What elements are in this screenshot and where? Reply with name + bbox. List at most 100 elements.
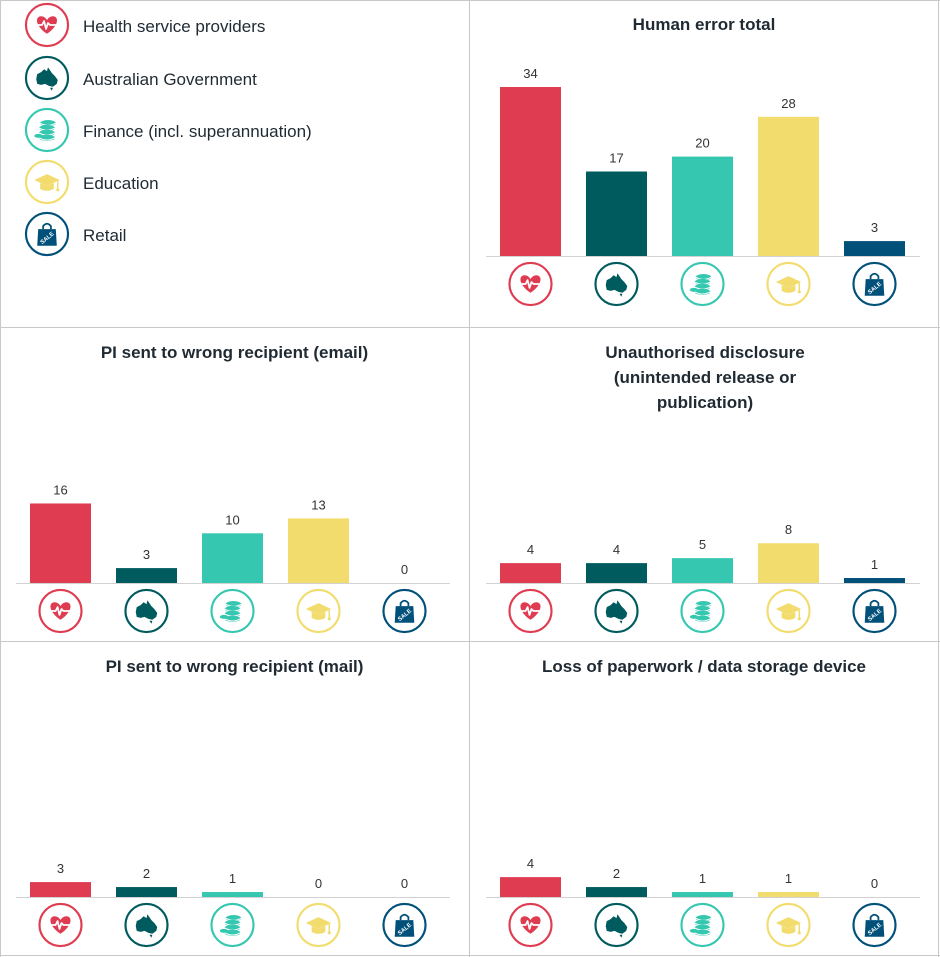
bar-coins xyxy=(672,892,733,897)
bar-heart xyxy=(500,877,561,897)
chart-title: Loss of paperwork / data storage device xyxy=(541,657,867,676)
data-label: 1 xyxy=(229,871,236,886)
bar-australia-map xyxy=(586,171,647,256)
data-label: 13 xyxy=(311,497,325,512)
australia-map-icon xyxy=(594,588,639,634)
bar-graduation-cap xyxy=(288,518,349,583)
data-label: 34 xyxy=(523,66,537,81)
data-label: 10 xyxy=(225,512,239,527)
data-label: 8 xyxy=(785,522,792,537)
sale-bag-icon: SALE xyxy=(852,902,897,948)
australia-map-icon xyxy=(594,902,639,948)
data-label: 17 xyxy=(609,151,623,166)
data-label: 3 xyxy=(57,861,64,876)
legend-label: Retail xyxy=(83,226,127,245)
data-label: 0 xyxy=(401,876,408,891)
row-divider-2 xyxy=(0,641,940,642)
data-label: 4 xyxy=(527,542,534,557)
graduation-cap-icon xyxy=(24,159,70,210)
chart-title: Human error total xyxy=(632,15,776,34)
coins-icon xyxy=(680,588,725,634)
outer-border-left xyxy=(0,0,1,957)
data-label: 28 xyxy=(781,96,795,111)
bar-coins xyxy=(202,892,263,897)
legend-item-government: Australian Government xyxy=(24,55,257,102)
chart-wrong-recipient-email: PI sent to wrong recipient (email) 16 3 10… xyxy=(0,0,469,957)
data-label: 2 xyxy=(143,866,150,881)
australia-map-icon xyxy=(124,588,169,634)
data-label: 20 xyxy=(695,136,709,151)
chart-human-error-total: Human error total 34 17 20 28 3 SALE xyxy=(470,0,938,327)
bar-coins xyxy=(202,533,263,583)
bar-heart xyxy=(30,882,91,897)
chart-title: PI sent to wrong recipient (mail) xyxy=(105,657,364,676)
bar-coins xyxy=(672,156,733,256)
data-label: 3 xyxy=(143,547,150,562)
coins-icon xyxy=(210,902,255,948)
data-label: 1 xyxy=(699,871,706,886)
chart-title: PI sent to wrong recipient (email) xyxy=(100,343,369,362)
data-label: 16 xyxy=(53,482,67,497)
legend-item-retail: SALE Retail xyxy=(24,211,127,258)
graduation-cap-icon xyxy=(766,588,811,634)
legend-item-health: Health service providers xyxy=(24,2,266,49)
bar-australia-map xyxy=(586,887,647,897)
bar-sale-bag xyxy=(844,578,905,583)
data-label: 0 xyxy=(315,876,322,891)
coins-icon xyxy=(24,107,70,158)
outer-border-right xyxy=(938,0,939,957)
coins-icon xyxy=(680,902,725,948)
data-label: 1 xyxy=(785,871,792,886)
data-label: 4 xyxy=(527,856,534,871)
legend-item-finance: Finance (incl. superannuation) xyxy=(24,107,312,154)
outer-border-top xyxy=(0,0,940,1)
bar-graduation-cap xyxy=(758,892,819,897)
graduation-cap-icon xyxy=(766,261,811,307)
column-divider xyxy=(469,0,470,957)
sale-bag-icon: SALE xyxy=(382,902,427,948)
data-label: 1 xyxy=(871,557,878,572)
data-label: 2 xyxy=(613,866,620,881)
bar-heart xyxy=(500,87,561,256)
graduation-cap-icon xyxy=(296,588,341,634)
bar-australia-map xyxy=(116,887,177,897)
sale-bag-icon: SALE xyxy=(852,588,897,634)
bar-heart xyxy=(30,503,91,583)
chart-unauthorised-disclosure: Unauthorised disclosure (unintended rele… xyxy=(470,0,938,957)
heart-icon xyxy=(508,902,553,948)
data-label: 0 xyxy=(401,562,408,577)
heart-icon xyxy=(508,588,553,634)
row-divider-1 xyxy=(0,327,940,328)
data-label: 4 xyxy=(613,542,620,557)
sale-bag-icon: SALE xyxy=(852,261,897,307)
bar-graduation-cap xyxy=(758,543,819,583)
coins-icon xyxy=(210,588,255,634)
chart-loss-of-paperwork: Loss of paperwork / data storage device … xyxy=(470,0,938,957)
chart-title: Unauthorised disclosure (unintended rele… xyxy=(605,343,805,412)
legend-label: Finance (incl. superannuation) xyxy=(83,122,312,141)
graduation-cap-icon xyxy=(766,902,811,948)
sale-bag-icon: SALE xyxy=(24,211,70,262)
heart-icon xyxy=(24,2,70,53)
heart-icon xyxy=(38,902,83,948)
legend-item-education: Education xyxy=(24,159,159,206)
data-label: 0 xyxy=(871,876,878,891)
legend-label: Australian Government xyxy=(83,70,257,89)
bar-australia-map xyxy=(116,568,177,583)
australia-map-icon xyxy=(24,55,70,106)
bar-sale-bag xyxy=(844,241,905,256)
heart-icon xyxy=(508,261,553,307)
bar-graduation-cap xyxy=(758,116,819,256)
australia-map-icon xyxy=(594,261,639,307)
data-label: 5 xyxy=(699,537,706,552)
sale-bag-icon: SALE xyxy=(382,588,427,634)
coins-icon xyxy=(680,261,725,307)
outer-border-bottom xyxy=(0,955,940,956)
bar-heart xyxy=(500,563,561,583)
graduation-cap-icon xyxy=(296,902,341,948)
bar-coins xyxy=(672,558,733,583)
heart-icon xyxy=(38,588,83,634)
legend-label: Health service providers xyxy=(83,17,266,36)
legend-label: Education xyxy=(83,174,159,193)
